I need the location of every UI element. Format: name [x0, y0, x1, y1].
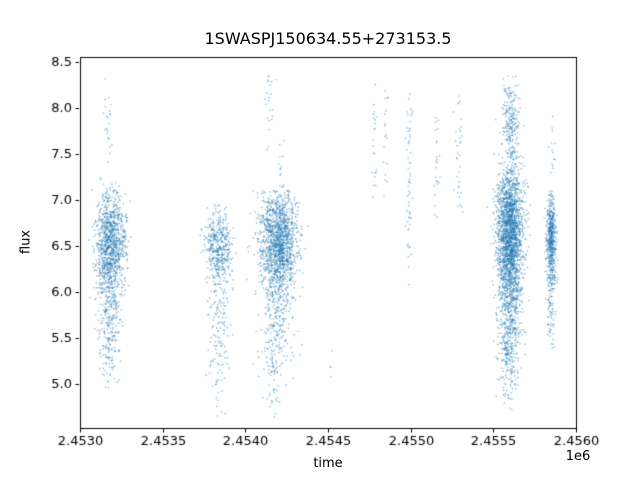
x-axis-offset-text: 1e6	[565, 449, 591, 464]
x-axis-label: time	[313, 456, 343, 471]
chart-title: 1SWASPJ150634.55+273153.5	[204, 29, 452, 48]
y-axis-label: flux	[18, 229, 34, 255]
